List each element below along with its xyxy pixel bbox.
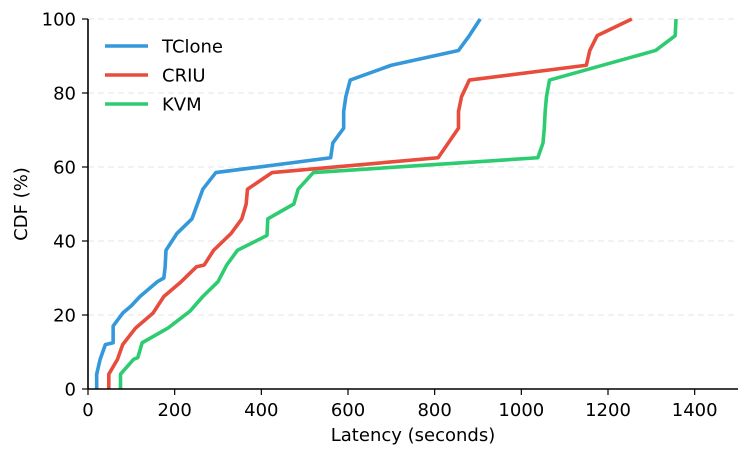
legend-label-criu: CRIU: [162, 66, 206, 87]
x-tick-label-1000: 1000: [498, 400, 544, 421]
x-tick-label-800: 800: [417, 400, 451, 421]
y-axis-label: CDF (%): [11, 167, 32, 241]
y-tick-label-60: 60: [53, 158, 76, 179]
series-line-kvm: [118, 18, 678, 389]
legend-label-kvm: KVM: [162, 95, 202, 116]
x-tick-label-200: 200: [157, 400, 191, 421]
y-tick-label-80: 80: [53, 84, 76, 105]
y-tick-label-0: 0: [65, 380, 76, 401]
y-tick-label-20: 20: [53, 306, 76, 327]
axes: [87, 19, 738, 390]
x-tick-label-0: 0: [82, 400, 93, 421]
y-tick-label-40: 40: [53, 232, 76, 253]
legend-label-tclone: TClone: [161, 37, 223, 58]
x-tick-label-1200: 1200: [585, 400, 631, 421]
legend: TClone CRIU KVM: [105, 37, 223, 116]
x-tick-label-600: 600: [331, 400, 365, 421]
series-line-criu: [107, 17, 633, 389]
x-tick-label-400: 400: [244, 400, 278, 421]
x-tick-label-1400: 1400: [672, 400, 718, 421]
y-tick-label-100: 100: [42, 10, 76, 31]
series-line-tclone: [94, 18, 482, 389]
x-ticks: 0 200 400 600 800 1000 1200 1400: [82, 389, 718, 421]
y-ticks: 0 20 40 60 80 100: [42, 10, 88, 401]
x-axis-label: Latency (seconds): [331, 425, 496, 446]
series-lines: [94, 17, 678, 389]
